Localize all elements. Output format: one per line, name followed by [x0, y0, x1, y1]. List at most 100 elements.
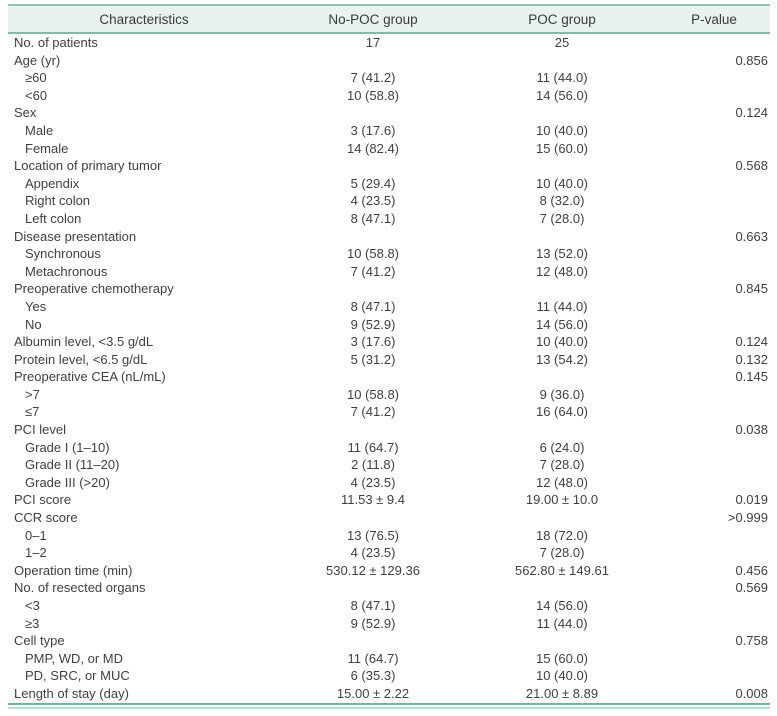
table-row: Operation time (min) 530.12 ± 129.36 562.8…	[8, 562, 770, 580]
cell-nopoc-value	[280, 157, 466, 175]
cell-characteristic: No	[25, 316, 42, 332]
cell-pvalue	[658, 403, 770, 421]
cell-nopoc-value: 3 (17.6)	[350, 122, 396, 138]
cell-pvalue	[658, 544, 770, 562]
table-body: No. of patients 17 25 Age (yr) 0.856 ≥60 7 (41…	[8, 33, 770, 704]
cell-pvalue: 0.008	[735, 685, 768, 701]
cell-nopoc-value: 7 (41.2)	[350, 70, 396, 86]
cell-poc-value	[466, 421, 658, 439]
cell-nopoc-value	[280, 632, 466, 650]
cell-pvalue	[658, 650, 770, 668]
cell-nopoc-value: 5 (29.4)	[350, 175, 396, 191]
cell-nopoc-value	[280, 52, 466, 70]
cell-nopoc-value	[280, 579, 466, 597]
cell-nopoc-value	[280, 368, 466, 386]
table-row: Synchronous 10 (58.8) 13 (52.0)	[8, 245, 770, 263]
cell-characteristic: ≥3	[25, 615, 40, 631]
cell-nopoc-value: 4 (23.5)	[350, 545, 396, 561]
cell-nopoc-value: 10 (58.8)	[346, 246, 400, 262]
cell-nopoc-value: 10 (58.8)	[346, 386, 400, 402]
cell-poc-value	[466, 157, 658, 175]
cell-nopoc-value: 8 (47.1)	[350, 598, 396, 613]
cell-poc-value: 10 (40.0)	[535, 668, 589, 684]
cell-pvalue: 0.019	[735, 492, 768, 508]
table-row: Albumin level, <3.5 g/dL 3 (17.6) 10 (40.0…	[8, 333, 770, 351]
cell-pvalue: 0.038	[735, 422, 768, 438]
cell-poc-value	[466, 228, 658, 246]
cell-poc-value	[466, 579, 658, 597]
cell-pvalue	[658, 140, 770, 158]
cell-nopoc-value: 4 (23.5)	[350, 193, 396, 209]
cell-pvalue	[658, 192, 770, 210]
cell-poc-value: 10 (40.0)	[535, 122, 589, 138]
cell-poc-value: 14 (56.0)	[535, 316, 589, 332]
table-row: 0–1 13 (76.5) 18 (72.0)	[8, 527, 770, 545]
table-row: Right colon 4 (23.5) 8 (32.0)	[8, 192, 770, 210]
cell-poc-value: 6 (24.0)	[539, 439, 585, 455]
cell-characteristic: Female	[25, 140, 69, 156]
table-row: Female 14 (82.4) 15 (60.0)	[8, 140, 770, 158]
cell-pvalue	[658, 210, 770, 228]
cell-nopoc-value: 11 (64.7)	[347, 439, 399, 455]
cell-poc-value: 15 (60.0)	[535, 650, 589, 666]
cell-poc-value	[466, 368, 658, 386]
cell-pvalue	[658, 33, 770, 52]
cell-pvalue: 0.145	[735, 369, 768, 385]
cell-nopoc-value	[280, 104, 466, 122]
cell-characteristic: Right colon	[25, 193, 91, 209]
cell-poc-value	[466, 280, 658, 298]
cell-nopoc-value	[280, 421, 466, 439]
cell-characteristic: Age (yr)	[14, 52, 61, 68]
cell-pvalue: 0.568	[735, 158, 768, 174]
cell-poc-value: 25	[554, 35, 570, 50]
cell-pvalue	[658, 615, 770, 633]
table-row: <60 10 (58.8) 14 (56.0)	[8, 87, 770, 105]
cell-poc-value: 12 (48.0)	[535, 263, 589, 279]
table-row: Length of stay (day) 15.00 ± 2.22 21.00 ± …	[8, 685, 770, 704]
cell-characteristic: Grade II (11–20)	[25, 457, 120, 473]
cell-nopoc-value: 8 (47.1)	[350, 210, 396, 226]
table-row: PMP, WD, or MD 11 (64.7) 15 (60.0)	[8, 650, 770, 668]
cell-nopoc-value: 11 (64.7)	[347, 650, 399, 666]
cell-pvalue	[658, 597, 770, 615]
table-row: PD, SRC, or MUC 6 (35.3) 10 (40.0)	[8, 667, 770, 685]
cell-nopoc-value: 10 (58.8)	[346, 87, 400, 103]
table-row: CCR score >0.999	[8, 509, 770, 527]
cell-pvalue	[658, 456, 770, 474]
cell-characteristic: Left colon	[25, 210, 82, 226]
cell-characteristic: Synchronous	[25, 246, 101, 262]
cell-pvalue	[658, 298, 770, 316]
cell-poc-value: 19.00 ± 10.0	[525, 492, 599, 508]
cell-characteristic: PMP, WD, or MD	[25, 650, 123, 666]
cell-pvalue	[658, 69, 770, 87]
cell-characteristic: Metachronous	[25, 263, 108, 279]
column-header-nopoc-group: No-POC group	[280, 5, 466, 34]
cell-poc-value: 14 (56.0)	[535, 87, 589, 103]
cell-poc-value: 16 (64.0)	[535, 404, 589, 420]
table-row: Cell type 0.758	[8, 632, 770, 650]
table-row: Sex 0.124	[8, 104, 770, 122]
cell-characteristic: Operation time (min)	[14, 562, 133, 578]
cell-poc-value: 10 (40.0)	[535, 175, 589, 191]
cell-nopoc-value: 9 (52.9)	[350, 615, 396, 631]
column-header-characteristics: Characteristics	[8, 5, 280, 34]
cell-pvalue	[658, 667, 770, 685]
table-row: <3 8 (47.1) 14 (56.0)	[8, 597, 770, 615]
cell-pvalue	[658, 439, 770, 457]
cell-pvalue	[658, 263, 770, 281]
cell-poc-value: 8 (32.0)	[539, 193, 585, 209]
table-row: PCI score 11.53 ± 9.4 19.00 ± 10.0 0.019	[8, 491, 770, 509]
cell-pvalue: 0.663	[735, 228, 768, 244]
cell-poc-value: 18 (72.0)	[535, 527, 589, 543]
table-row: Preoperative chemotherapy 0.845	[8, 280, 770, 298]
table-row: Metachronous 7 (41.2) 12 (48.0)	[8, 263, 770, 281]
column-header-poc-group: POC group	[466, 5, 658, 34]
cell-pvalue: 0.758	[735, 633, 768, 649]
cell-nopoc-value: 13 (76.5)	[346, 527, 400, 543]
table-row: Appendix 5 (29.4) 10 (40.0)	[8, 175, 770, 193]
cell-nopoc-value: 4 (23.5)	[350, 474, 396, 490]
cell-pvalue	[658, 474, 770, 492]
cell-poc-value	[466, 509, 658, 527]
table-row: Grade III (>20) 4 (23.5) 12 (48.0)	[8, 474, 770, 492]
cell-nopoc-value: 11.53 ± 9.4	[341, 492, 405, 508]
